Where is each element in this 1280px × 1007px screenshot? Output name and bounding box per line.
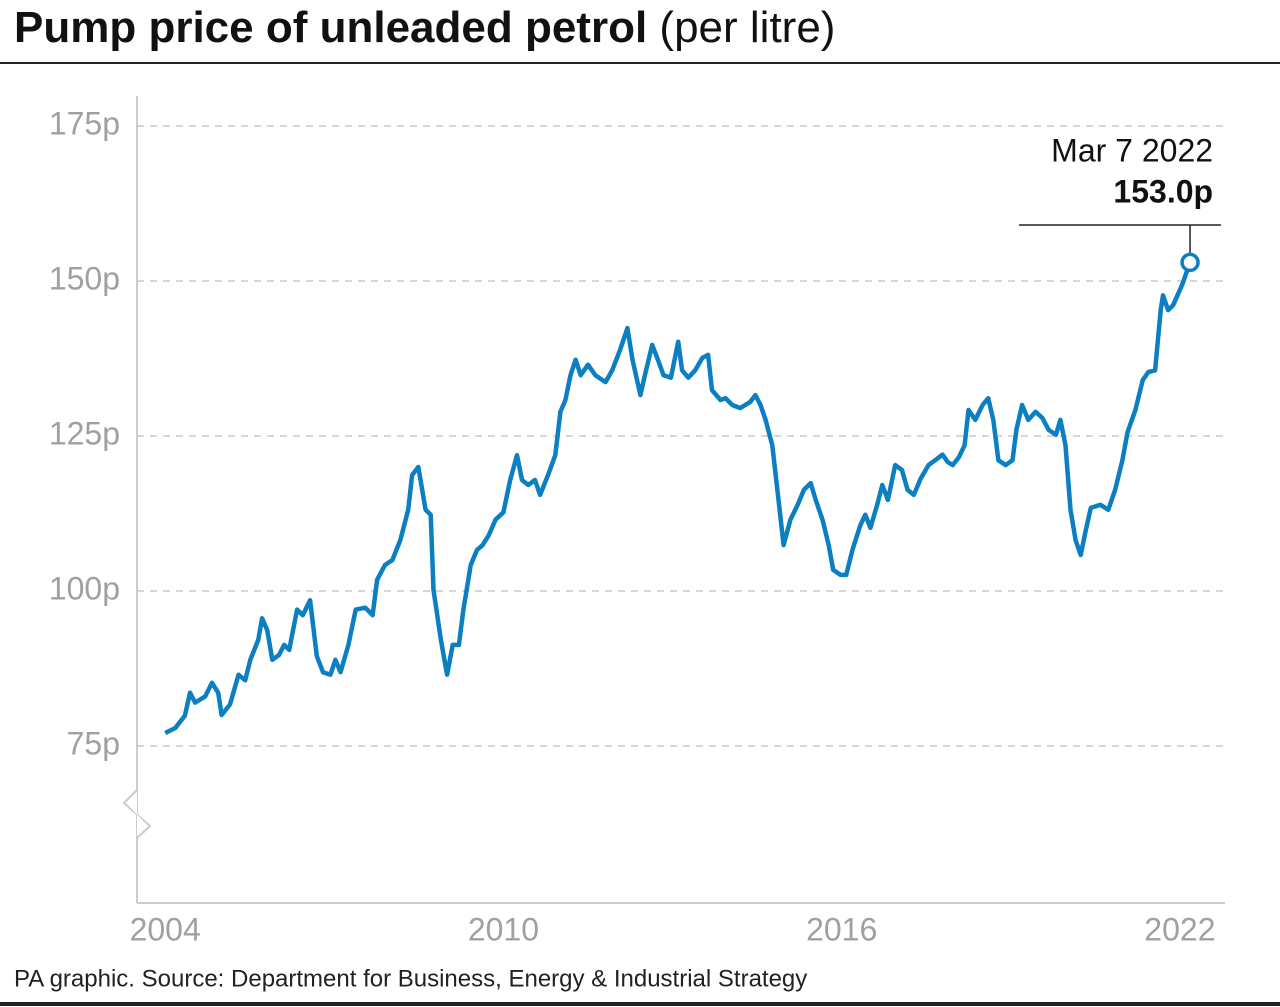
y-tick-label: 100p [49,570,120,606]
axis-break-marks [123,789,151,839]
axis-break-gap [126,792,148,836]
x-tick-label: 2010 [468,911,539,947]
x-tick-label: 2022 [1144,911,1215,947]
title-suffix: (per litre) [659,3,835,52]
x-tick-label: 2016 [806,911,877,947]
annotation-marker [1180,252,1200,273]
y-tick-label: 175p [49,105,120,141]
chart-title: Pump price of unleaded petrol (per litre… [14,3,835,52]
y-tick-label: 75p [67,725,120,761]
source: PA graphic. Source: Department for Busin… [14,965,807,992]
y-tick-label: 125p [49,415,120,451]
x-tick-label: 2004 [130,911,201,947]
annotation-value: 153.0p [1113,173,1213,209]
annotation-date: Mar 7 2022 [1051,132,1213,168]
series-line [164,261,1193,736]
title-main: Pump price of unleaded petrol [14,3,647,52]
y-tick-label: 150p [49,260,120,296]
